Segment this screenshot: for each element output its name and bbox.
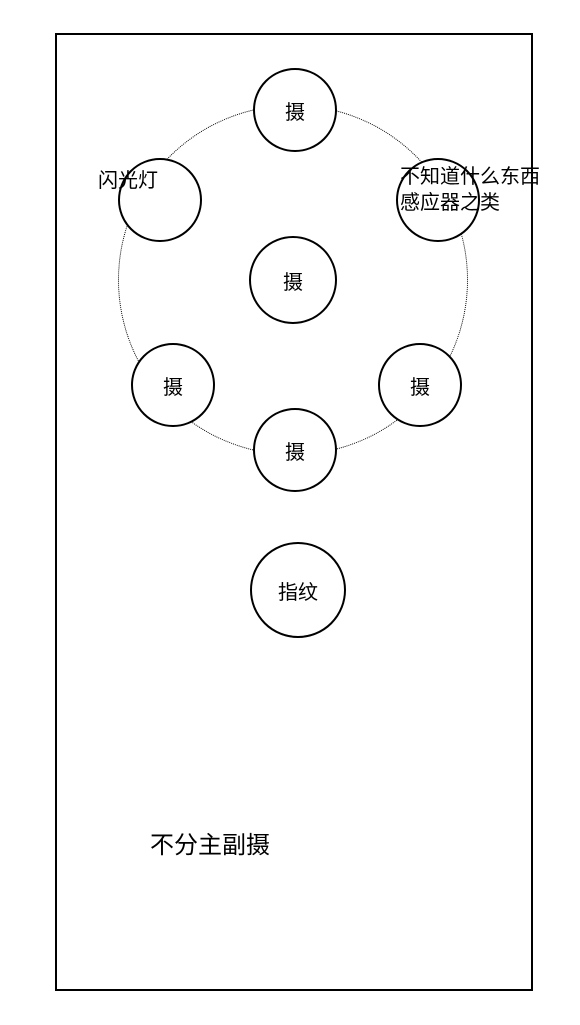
cam-br-label: 摄 — [410, 371, 430, 400]
cam-br-circle: 摄 — [378, 343, 462, 427]
cam-bottom-label: 摄 — [285, 436, 305, 465]
cam-center-label: 摄 — [283, 266, 303, 295]
bottom-note-label: 不分主副摄 — [150, 825, 270, 860]
sensor-text-label: 不知道什么东西 感应器之类 — [400, 164, 540, 216]
fingerprint-circle: 指纹 — [250, 542, 346, 638]
flash-text-label: 闪光灯 — [98, 164, 158, 193]
cam-bl-label: 摄 — [163, 371, 183, 400]
cam-top-label: 摄 — [285, 96, 305, 125]
cam-top-circle: 摄 — [253, 68, 337, 152]
fingerprint-label: 指纹 — [278, 576, 318, 605]
cam-center-circle: 摄 — [249, 236, 337, 324]
cam-bl-circle: 摄 — [131, 343, 215, 427]
cam-bottom-circle: 摄 — [253, 408, 337, 492]
